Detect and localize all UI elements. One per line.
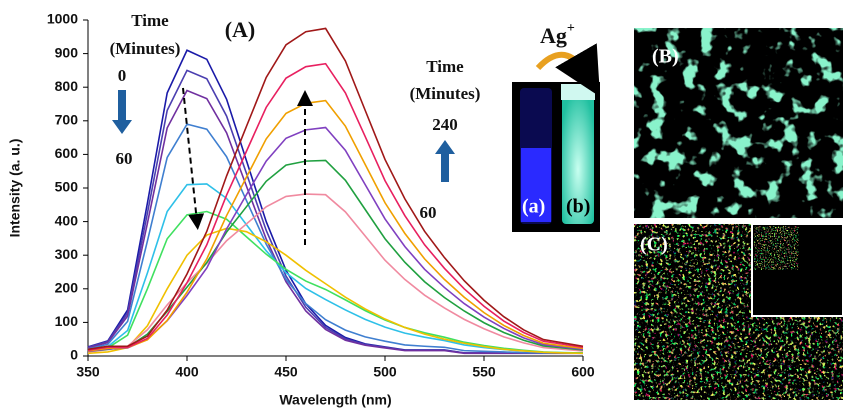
vial-label: (a) [522, 196, 545, 218]
spectrum-line [87, 27, 584, 351]
spectrum-line [87, 99, 584, 352]
y-tick-label: 100 [55, 313, 79, 329]
spectrum-line [87, 210, 584, 354]
micrograph-b-texture [634, 28, 843, 218]
annotation: Time [426, 57, 464, 76]
up-arrow [435, 140, 455, 182]
vial-b [562, 88, 594, 224]
x-tick-label: 350 [76, 364, 100, 380]
reagent-base: Ag [540, 23, 567, 48]
vial-b-cap [561, 84, 595, 100]
spectrum-line [87, 193, 584, 353]
spectrum-line [87, 89, 583, 355]
vial-a-solution [521, 148, 551, 222]
annotation: 240 [432, 115, 458, 134]
x-tick-label: 600 [571, 364, 595, 380]
x-axis-title: Wavelength (nm) [279, 392, 391, 408]
y-tick-label: 800 [55, 78, 79, 94]
reaction-arrow [535, 43, 601, 97]
down-arrow [112, 90, 132, 134]
annotation: 0 [118, 66, 127, 85]
y-tick-label: 300 [55, 246, 79, 262]
inset-texture [754, 226, 799, 270]
spectrum-line [87, 49, 583, 354]
panel-label: (B) [652, 46, 679, 68]
panel-label: (C) [640, 234, 668, 256]
annotation: (Minutes) [410, 84, 481, 103]
y-axis-title: Intensity (a. u.) [7, 139, 23, 238]
x-tick-label: 500 [373, 364, 397, 380]
y-tick-label: 200 [55, 280, 79, 296]
annotation: (Minutes) [110, 39, 181, 58]
spectrum-line [87, 123, 584, 355]
annotation: 60 [116, 149, 133, 168]
spectrum-line [87, 159, 584, 353]
x-tick-label: 550 [472, 364, 496, 380]
spectrum-line [87, 62, 584, 352]
y-tick-label: 500 [55, 179, 79, 195]
x-tick-label: 450 [274, 364, 298, 380]
annotation: 60 [420, 203, 437, 222]
y-tick-label: 900 [55, 44, 79, 60]
annotation: (A) [225, 17, 256, 42]
annotation: Time [131, 11, 169, 30]
spectrum-line [87, 227, 584, 355]
reagent: Ag+ [540, 21, 575, 48]
y-tick-label: 600 [55, 145, 79, 161]
vial-label: (b) [566, 196, 590, 218]
reagent-charge: + [567, 21, 575, 36]
y-tick-label: 1000 [47, 11, 78, 27]
y-tick-label: 400 [55, 212, 79, 228]
trend-arrow [182, 87, 205, 230]
y-tick-label: 700 [55, 112, 79, 128]
y-tick-label: 0 [70, 347, 78, 363]
x-tick-label: 400 [175, 364, 199, 380]
